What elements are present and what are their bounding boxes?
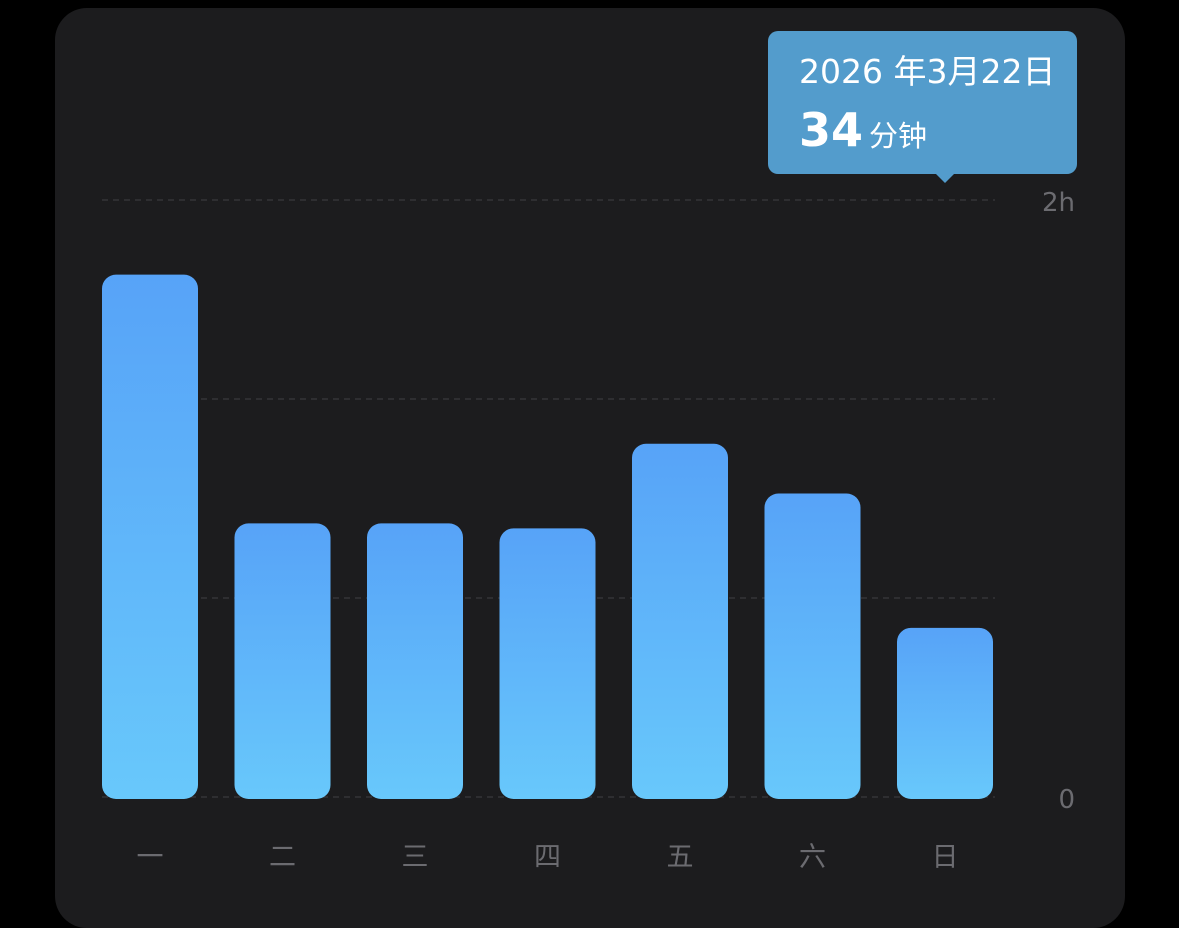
bar-二[interactable] [234, 523, 331, 799]
bar-四[interactable] [499, 528, 596, 799]
bar-chart: 2h 0 一 二 三 四 五 六 日 [102, 188, 1075, 873]
x-tick-label: 四 [534, 842, 561, 873]
bar-日[interactable] [897, 627, 993, 799]
bar-一[interactable] [102, 274, 198, 799]
y-tick-label: 0 [1058, 785, 1075, 815]
bar-六[interactable] [764, 493, 861, 799]
tooltip-value: 34 分钟 [799, 103, 927, 157]
tooltip-value-number: 34 [799, 103, 864, 157]
tooltip-date: 2026 年3月22日 [799, 52, 1056, 91]
bar-三[interactable] [367, 523, 463, 799]
x-tick-label: 日 [932, 842, 959, 873]
bar-五[interactable] [632, 443, 728, 799]
tooltip-value-unit: 分钟 [869, 119, 928, 153]
x-tick-label: 一 [137, 842, 164, 873]
x-tick-label: 二 [269, 842, 296, 873]
tooltip: 2026 年3月22日 34 分钟 [768, 31, 1077, 183]
x-tick-label: 六 [799, 842, 826, 873]
x-tick-label: 五 [667, 842, 694, 873]
y-tick-label: 2h [1042, 188, 1075, 218]
x-tick-label: 三 [402, 842, 429, 873]
